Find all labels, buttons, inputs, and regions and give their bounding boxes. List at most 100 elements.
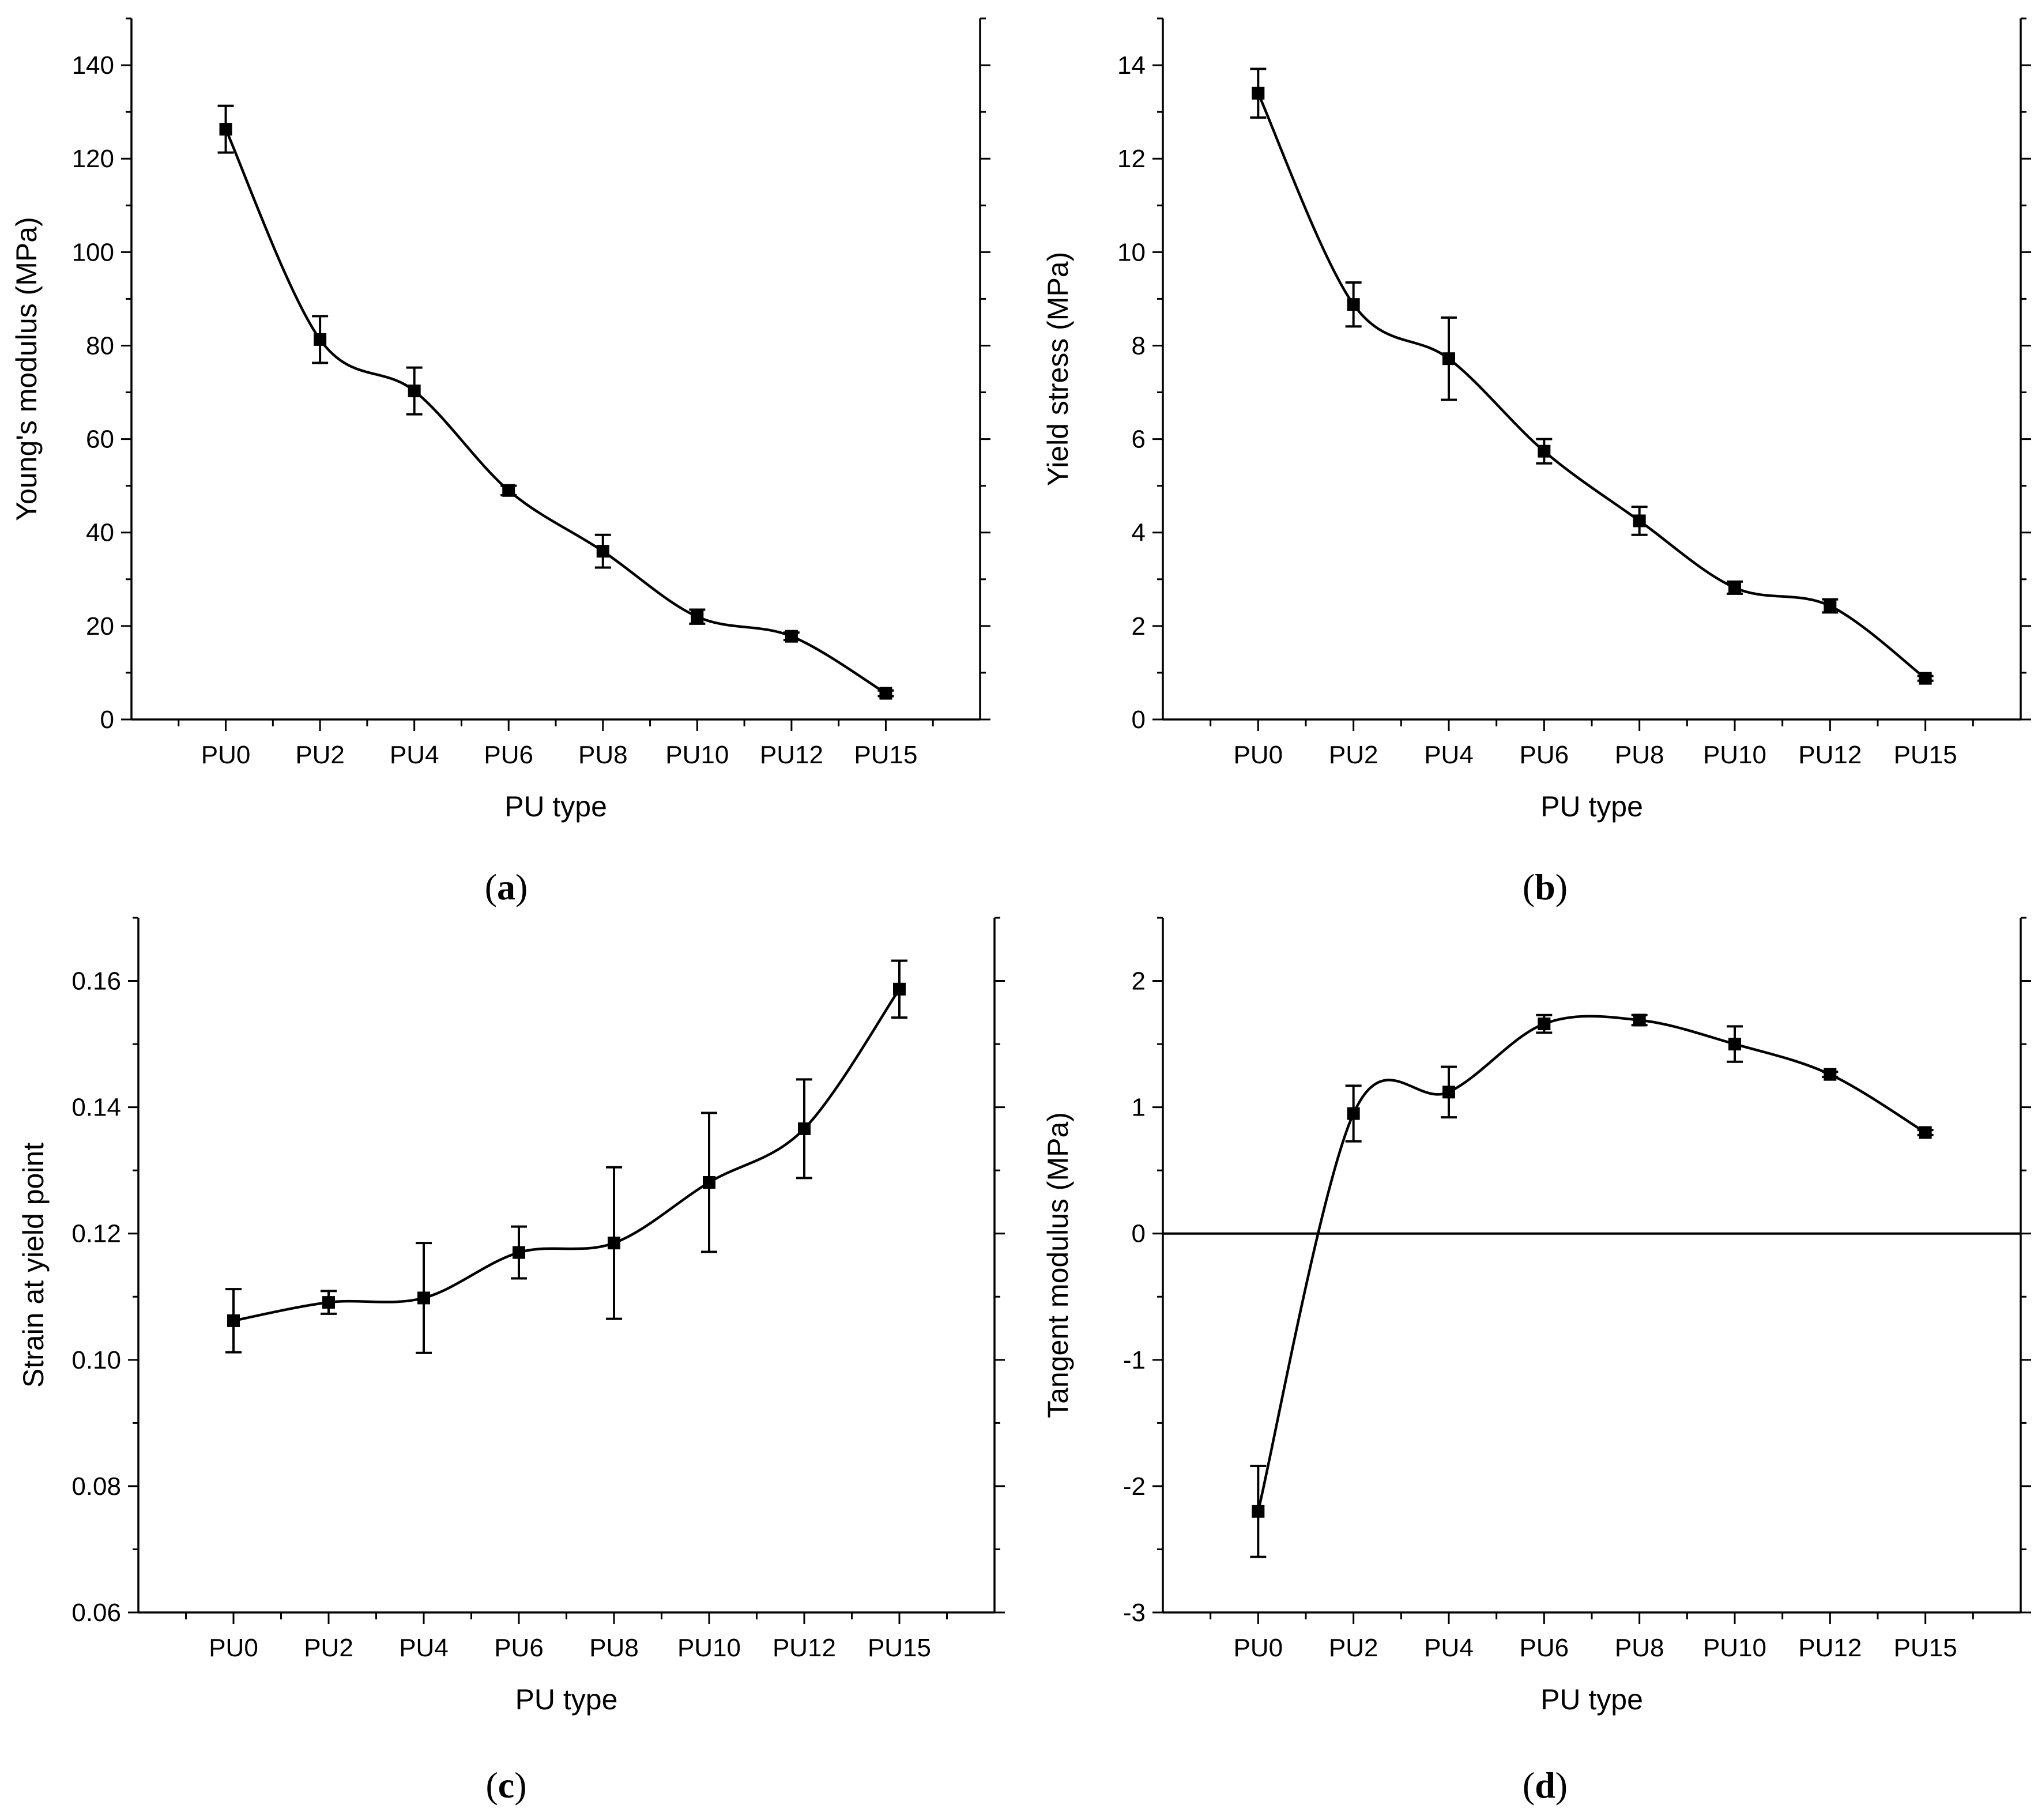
x-tick-label: PU10 xyxy=(1703,741,1766,769)
data-point-a-pu10 xyxy=(691,610,704,623)
data-point-c-pu15 xyxy=(893,982,906,996)
panel-label-d: (d) xyxy=(1523,1765,1568,1806)
x-tick-label: PU2 xyxy=(1329,1634,1378,1662)
y-tick-label: 0 xyxy=(1132,706,1146,734)
x-tick-label: PU4 xyxy=(399,1634,449,1662)
x-axis-title: PU type xyxy=(1540,1683,1643,1716)
data-point-a-pu4 xyxy=(408,385,421,398)
data-point-a-pu2 xyxy=(314,333,327,346)
x-tick-label: PU2 xyxy=(295,741,345,769)
y-tick-label: 1 xyxy=(1132,1094,1146,1122)
y-tick-label: 10 xyxy=(1117,238,1146,266)
x-tick-label: PU12 xyxy=(1798,1634,1862,1662)
y-tick-label: 0.06 xyxy=(71,1599,121,1627)
panel-label-b: (b) xyxy=(1523,866,1568,907)
data-point-b-pu10 xyxy=(1728,581,1741,594)
y-tick-label: -3 xyxy=(1123,1599,1146,1627)
x-tick-label: PU15 xyxy=(1894,741,1957,769)
x-tick-label: PU4 xyxy=(1424,741,1474,769)
y-tick-label: 60 xyxy=(86,425,114,454)
x-tick-label: PU0 xyxy=(1234,1634,1283,1662)
y-tick-label: 6 xyxy=(1132,425,1146,454)
y-tick-label: 0 xyxy=(1132,1220,1146,1248)
y-tick-label: 100 xyxy=(72,238,114,266)
y-tick-label: 2 xyxy=(1132,612,1146,640)
x-tick-label: PU15 xyxy=(868,1634,931,1662)
x-tick-label: PU0 xyxy=(209,1634,258,1662)
panel-c-chart: 0.06 0.08 0.10 0.12 0.14 0.16 PU0 PU2 PU4 PU6 PU8 P… xyxy=(17,917,1005,1716)
y-axis-title: Yield stress (MPa) xyxy=(1042,252,1074,487)
x-tick-label: PU12 xyxy=(760,741,823,769)
data-point-a-pu0 xyxy=(219,123,232,136)
y-tick-label: -2 xyxy=(1123,1472,1146,1501)
data-point-a-pu15 xyxy=(879,687,892,700)
data-point-d-pu2 xyxy=(1347,1107,1360,1120)
x-tick-label: PU8 xyxy=(589,1634,639,1662)
x-tick-label: PU10 xyxy=(1703,1634,1766,1662)
x-tick-label: PU2 xyxy=(304,1634,353,1662)
y-tick-label: 80 xyxy=(86,331,114,360)
y-tick-label: 140 xyxy=(72,51,114,80)
data-point-c-pu0 xyxy=(227,1314,240,1327)
y-tick-label: 0.16 xyxy=(71,967,121,996)
data-point-c-pu6 xyxy=(513,1246,525,1259)
panel-b-chart: 0 2 4 6 8 10 12 14 PU0 PU2 PU4 PU6 PU8 PU10 PU12 PU15 PU… xyxy=(1042,17,2031,823)
x-tick-label: PU0 xyxy=(201,741,251,769)
x-axis-title: PU type xyxy=(515,1683,618,1716)
data-point-b-pu8 xyxy=(1633,514,1646,527)
data-point-b-pu4 xyxy=(1442,352,1455,365)
data-point-b-pu12 xyxy=(1824,600,1837,613)
y-tick-label: 0.12 xyxy=(71,1220,121,1248)
data-point-d-pu4 xyxy=(1442,1086,1455,1099)
data-point-a-pu12 xyxy=(785,630,798,643)
data-point-c-pu4 xyxy=(417,1291,430,1305)
data-point-b-pu2 xyxy=(1347,298,1360,311)
y-tick-label: 14 xyxy=(1117,51,1146,80)
x-tick-label: PU8 xyxy=(1615,1634,1664,1662)
data-point-d-pu10 xyxy=(1728,1038,1741,1051)
data-point-b-pu6 xyxy=(1538,444,1551,458)
y-tick-label: -1 xyxy=(1123,1346,1146,1374)
y-tick-label: 12 xyxy=(1117,145,1146,173)
data-point-a-pu8 xyxy=(596,545,609,558)
x-tick-label: PU10 xyxy=(665,741,729,769)
y-axis-title: Strain at yield point xyxy=(17,1143,50,1388)
data-point-d-pu6 xyxy=(1538,1018,1551,1031)
panel-label-c: (c) xyxy=(485,1765,526,1806)
panel-d-chart: -3 -2 -1 0 1 2 PU0 PU2 PU4 PU6 PU8 PU10 PU12 PU15 PU t… xyxy=(1042,917,2031,1716)
x-tick-label: PU6 xyxy=(494,1634,544,1662)
x-tick-label: PU12 xyxy=(773,1634,836,1662)
x-tick-label: PU15 xyxy=(1894,1634,1957,1662)
y-tick-label: 0.10 xyxy=(71,1346,121,1374)
x-tick-label: PU10 xyxy=(677,1634,741,1662)
data-point-b-pu0 xyxy=(1252,86,1265,100)
x-tick-label: PU0 xyxy=(1234,741,1283,769)
x-axis-title: PU type xyxy=(504,790,607,823)
y-tick-label: 4 xyxy=(1132,519,1146,547)
data-point-c-pu10 xyxy=(703,1175,715,1189)
y-tick-label: 2 xyxy=(1132,967,1146,996)
y-axis-title: Tangent modulus (MPa) xyxy=(1042,1112,1074,1418)
x-axis-title: PU type xyxy=(1540,790,1643,823)
fit-curve xyxy=(1257,92,1927,680)
x-tick-label: PU6 xyxy=(1520,741,1569,769)
data-point-b-pu15 xyxy=(1919,672,1932,685)
data-point-c-pu2 xyxy=(322,1296,335,1309)
y-tick-label: 0 xyxy=(100,706,114,734)
x-tick-label: PU8 xyxy=(578,741,628,769)
x-tick-label: PU6 xyxy=(1520,1634,1569,1662)
y-tick-label: 0.08 xyxy=(71,1472,121,1501)
x-tick-label: PU12 xyxy=(1798,741,1862,769)
data-point-d-pu8 xyxy=(1633,1013,1646,1027)
fit-curve xyxy=(1257,1015,1926,1512)
fit-curve xyxy=(233,988,901,1322)
x-tick-label: PU4 xyxy=(1424,1634,1474,1662)
x-tick-label: PU6 xyxy=(484,741,533,769)
y-tick-label: 0.14 xyxy=(71,1094,121,1122)
y-tick-label: 120 xyxy=(72,145,114,173)
y-tick-label: 20 xyxy=(86,612,114,640)
y-tick-label: 40 xyxy=(86,519,114,547)
x-tick-label: PU8 xyxy=(1615,741,1664,769)
data-point-d-pu0 xyxy=(1252,1505,1265,1518)
